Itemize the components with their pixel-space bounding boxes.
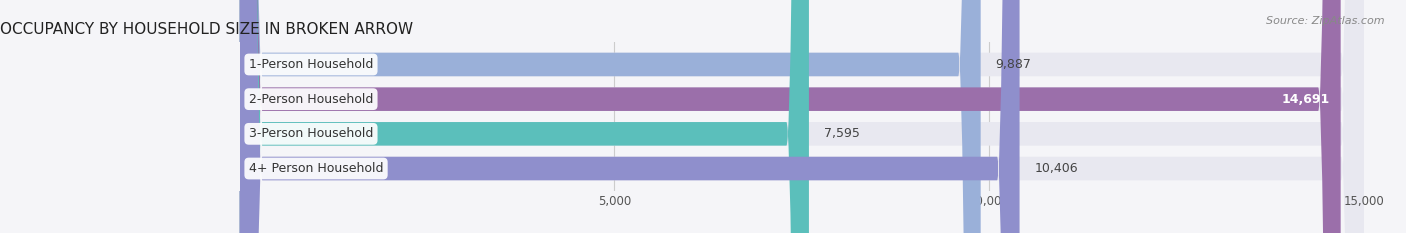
FancyBboxPatch shape [240, 0, 1019, 233]
Text: 7,595: 7,595 [824, 127, 860, 140]
Text: 10,406: 10,406 [1035, 162, 1078, 175]
FancyBboxPatch shape [240, 0, 980, 233]
Text: 1-Person Household: 1-Person Household [249, 58, 373, 71]
Text: OCCUPANCY BY HOUSEHOLD SIZE IN BROKEN ARROW: OCCUPANCY BY HOUSEHOLD SIZE IN BROKEN AR… [0, 22, 413, 37]
FancyBboxPatch shape [240, 0, 1341, 233]
FancyBboxPatch shape [240, 0, 808, 233]
FancyBboxPatch shape [240, 0, 1364, 233]
Text: 3-Person Household: 3-Person Household [249, 127, 373, 140]
Text: 14,691: 14,691 [1281, 93, 1330, 106]
FancyBboxPatch shape [240, 0, 1364, 233]
FancyBboxPatch shape [240, 0, 1364, 233]
Bar [0, 30, 240, 203]
Text: 4+ Person Household: 4+ Person Household [249, 162, 384, 175]
Text: Source: ZipAtlas.com: Source: ZipAtlas.com [1267, 16, 1385, 26]
FancyBboxPatch shape [240, 0, 1364, 233]
Text: 2-Person Household: 2-Person Household [249, 93, 373, 106]
Text: 9,887: 9,887 [995, 58, 1032, 71]
